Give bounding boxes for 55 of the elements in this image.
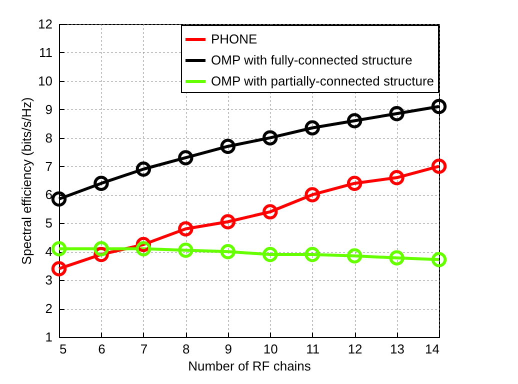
point: [346, 176, 362, 191]
x-tick-label: 8: [182, 342, 190, 356]
point: [304, 246, 320, 262]
point: [389, 170, 404, 186]
point: [94, 176, 109, 191]
y-tick-label: 4: [45, 244, 52, 260]
x-tick-label: 13: [390, 342, 405, 356]
x-axis-title: Number of RF chains: [188, 358, 312, 374]
point: [431, 98, 447, 114]
point: [51, 241, 67, 256]
x-tick-label: 7: [140, 342, 148, 356]
point: [178, 221, 194, 236]
y-tick-label: 6: [45, 187, 52, 202]
point: [220, 244, 236, 260]
y-tick-label: 9: [45, 102, 52, 117]
point: [262, 246, 278, 262]
x-tick-label: 5: [60, 342, 67, 356]
legend-label: PHONE: [211, 32, 258, 46]
point: [51, 191, 67, 207]
point: [346, 113, 362, 128]
y-tick-label: 1: [45, 330, 52, 344]
x-tick-label: 10: [263, 342, 278, 356]
y-tick-label: 2: [45, 301, 52, 316]
point: [220, 214, 236, 230]
y-tick-label: 5: [45, 216, 52, 231]
point: [136, 241, 152, 256]
point: [136, 162, 152, 177]
point: [262, 130, 278, 146]
y-tick-label: 12: [38, 16, 52, 32]
point: [346, 248, 362, 264]
point: [304, 187, 320, 202]
x-tick-label: 14: [425, 342, 440, 356]
point: [94, 241, 109, 256]
point: [220, 138, 236, 154]
y-tick-label: 11: [39, 44, 52, 60]
point: [389, 106, 404, 122]
x-tick-label: 11: [306, 342, 320, 356]
y-tick-label: 3: [45, 272, 52, 288]
y-tick-label: 10: [38, 73, 52, 88]
y-axis-title: Spectral efficiency (bits/s/Hz): [19, 97, 34, 265]
legend-label: OMP with partially-connected structure: [211, 74, 434, 88]
point: [178, 242, 194, 258]
x-tick-label: 6: [98, 342, 106, 356]
legend-label: OMP with fully-connected structure: [211, 52, 412, 68]
point: [304, 120, 320, 136]
point: [431, 158, 447, 174]
y-tick-label: 7: [45, 158, 52, 174]
point: [431, 252, 447, 268]
y-tick-label: 8: [45, 130, 52, 146]
x-tick-label: 9: [224, 342, 232, 356]
x-tick-label: 12: [348, 342, 362, 356]
point: [389, 250, 404, 266]
point: [178, 150, 194, 166]
point: [262, 204, 278, 220]
point: [51, 261, 67, 276]
